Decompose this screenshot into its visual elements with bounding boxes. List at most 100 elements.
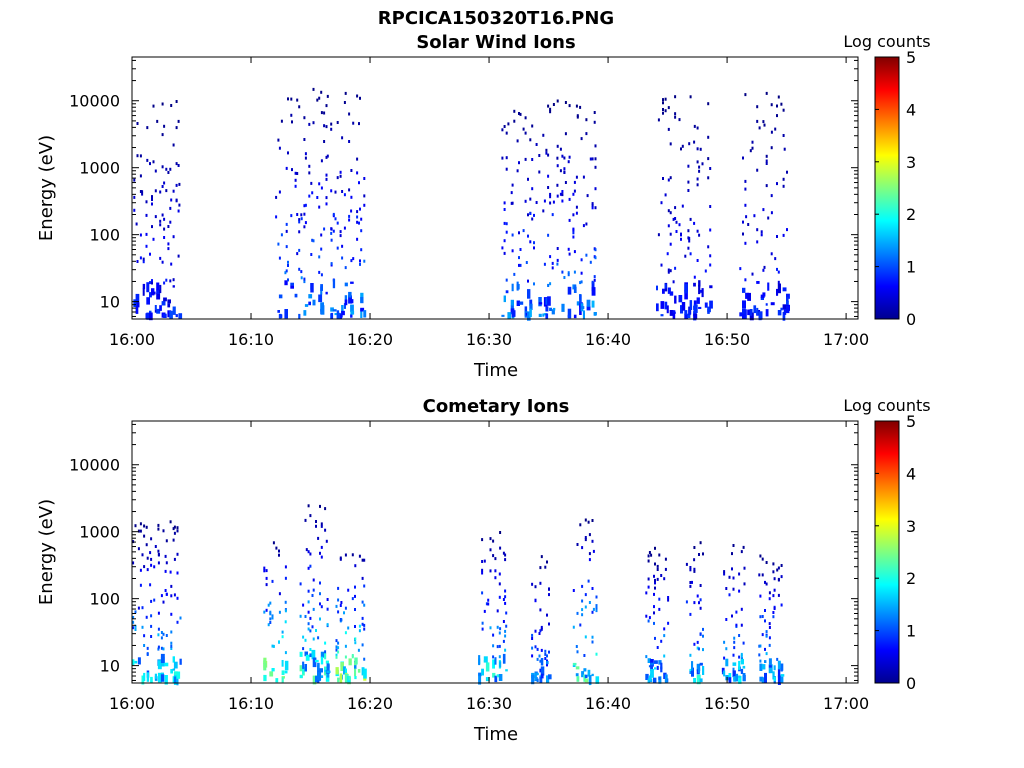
heatmap-cell	[278, 190, 281, 194]
heatmap-cell	[765, 159, 768, 163]
heatmap-cell	[765, 91, 768, 95]
colorbar-tick-label: 2	[906, 569, 916, 588]
heatmap-cell	[767, 216, 770, 220]
heatmap-cell	[539, 608, 542, 612]
heatmap-cell	[354, 585, 356, 589]
heatmap-cell	[519, 112, 522, 116]
heatmap-cell	[169, 206, 172, 210]
heatmap-cell	[563, 156, 566, 160]
heatmap-cell	[693, 300, 697, 308]
heatmap-cell	[762, 120, 765, 124]
heatmap-cell	[580, 306, 585, 309]
heatmap-cell	[165, 167, 168, 171]
heatmap-cell	[756, 307, 759, 316]
heatmap-cell	[290, 113, 293, 117]
heatmap-cell	[354, 637, 357, 641]
heatmap-cell	[315, 659, 319, 663]
heatmap-cell	[761, 615, 764, 618]
heatmap-cell	[326, 598, 329, 601]
heatmap-cell	[139, 256, 142, 260]
y-tick-label: 10000	[69, 456, 120, 475]
heatmap-cell	[709, 263, 712, 267]
heatmap-cell	[150, 635, 153, 638]
heatmap-cell	[290, 285, 294, 289]
heatmap-cell	[172, 668, 176, 671]
heatmap-cell	[548, 587, 550, 591]
heatmap-cell	[591, 157, 594, 161]
heatmap-cell	[280, 233, 283, 237]
heatmap-cell	[308, 122, 311, 126]
heatmap-cell	[340, 662, 344, 671]
heatmap-cell	[330, 312, 334, 319]
heatmap-cell	[483, 656, 488, 663]
heatmap-cell	[556, 183, 559, 187]
heatmap-cell	[687, 313, 691, 319]
heatmap-cell	[547, 233, 550, 237]
heatmap-cell	[539, 629, 542, 633]
heatmap-cell	[312, 675, 317, 685]
heatmap-cell	[137, 657, 141, 665]
heatmap-cell	[764, 580, 766, 584]
heatmap-cell	[725, 658, 729, 667]
heatmap-cell	[341, 256, 344, 260]
heatmap-cell	[305, 548, 308, 552]
heatmap-cell	[743, 566, 746, 570]
heatmap-cell	[335, 604, 338, 608]
heatmap-cell	[135, 293, 140, 303]
heatmap-cell	[504, 595, 507, 599]
heatmap-cell	[516, 139, 519, 143]
heatmap-cell	[145, 213, 148, 217]
heatmap-cell	[330, 122, 333, 126]
heatmap-cell	[358, 629, 361, 633]
heatmap-cell	[650, 665, 653, 671]
panel-title: Solar Wind Ions	[416, 32, 575, 53]
heatmap-cell	[777, 95, 780, 99]
heatmap-cell	[756, 240, 759, 244]
heatmap-cell	[341, 190, 344, 193]
heatmap-cell	[502, 639, 505, 643]
heatmap-cell	[693, 221, 696, 225]
heatmap-cell	[494, 557, 497, 561]
heatmap-cell	[733, 640, 736, 644]
heatmap-cell	[326, 94, 329, 98]
heatmap-cell	[758, 653, 761, 657]
heatmap-cell	[302, 635, 305, 639]
heatmap-cell	[330, 227, 333, 231]
heatmap-cell	[132, 616, 135, 619]
heatmap-cell	[160, 646, 163, 650]
heatmap-cell	[505, 278, 508, 282]
heatmap-cell	[309, 564, 312, 568]
heatmap-cell	[539, 659, 542, 663]
heatmap-cell	[278, 640, 280, 644]
heatmap-cell	[159, 219, 162, 223]
heatmap-cell	[285, 245, 288, 249]
heatmap-cell	[150, 624, 153, 628]
heatmap-cell	[348, 675, 351, 681]
heatmap-cell	[538, 154, 541, 157]
heatmap-cell	[548, 622, 550, 626]
heatmap-cell	[556, 99, 559, 103]
heatmap-cell	[498, 644, 501, 648]
heatmap-cell	[315, 520, 317, 523]
heatmap-cell	[134, 524, 137, 528]
heatmap-cell	[505, 222, 508, 226]
heatmap-cell	[496, 609, 499, 613]
heatmap-cell	[786, 297, 789, 302]
heatmap-cell	[311, 238, 314, 242]
heatmap-cell	[160, 631, 163, 634]
heatmap-cell	[352, 121, 355, 125]
heatmap-cell	[501, 128, 504, 132]
heatmap-cell	[309, 552, 312, 556]
heatmap-cell	[591, 610, 594, 614]
heatmap-cell	[275, 215, 278, 219]
heatmap-cell	[581, 546, 584, 550]
heatmap-cell	[339, 557, 342, 561]
heatmap-cell	[594, 187, 597, 191]
heatmap-cell	[699, 541, 702, 545]
heatmap-cell	[662, 111, 664, 115]
heatmap-cell	[139, 233, 142, 237]
heatmap-cell	[175, 183, 178, 187]
heatmap-cell	[348, 140, 351, 143]
heatmap-cell	[584, 593, 587, 597]
heatmap-cell	[545, 306, 549, 312]
